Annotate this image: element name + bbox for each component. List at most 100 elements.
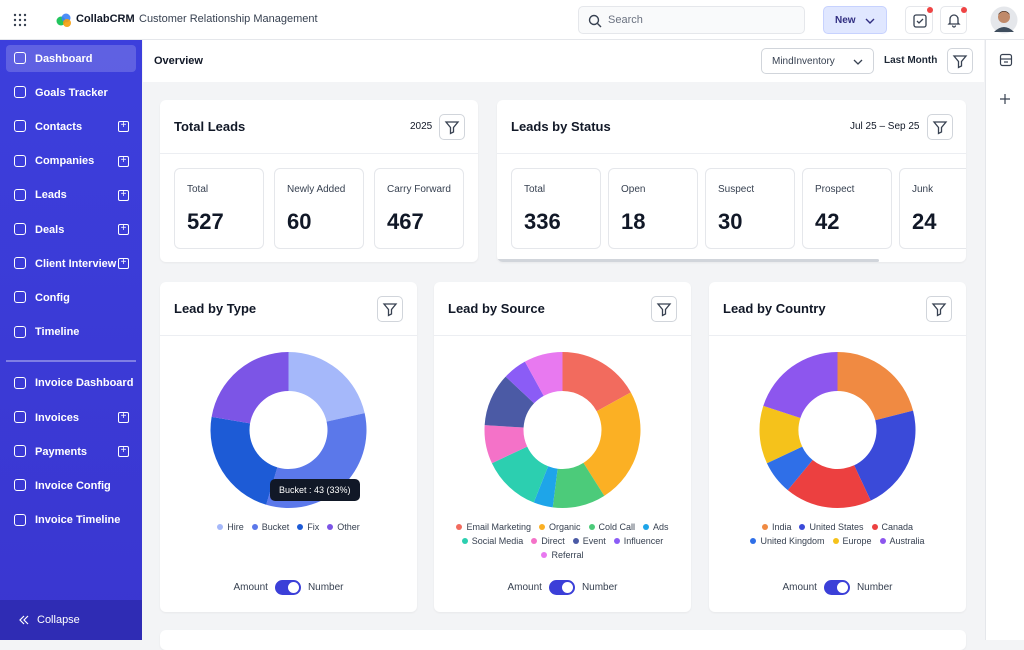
bell-icon <box>947 14 961 28</box>
add-button[interactable]: + <box>118 258 129 270</box>
card-divider <box>160 335 417 336</box>
add-button[interactable]: + <box>118 446 129 458</box>
search-box[interactable]: Search <box>578 6 805 34</box>
card-title: Total Leads <box>174 119 246 134</box>
donut-chart <box>759 352 916 508</box>
filter-button[interactable] <box>377 296 403 322</box>
toggle-on-label: Number <box>581 582 618 593</box>
legend-item[interactable]: Organic <box>538 522 581 532</box>
legend-label: Influencer <box>623 536 664 546</box>
filter-button[interactable] <box>926 296 952 322</box>
toggle-switch[interactable] <box>274 580 301 595</box>
sidebar-icon <box>14 376 26 389</box>
filter-button[interactable] <box>927 114 953 140</box>
sidebar-item[interactable]: Client Interview + <box>6 250 136 277</box>
stat-box: Prospect 42 <box>802 168 892 249</box>
collapse-button[interactable]: Collapse <box>0 600 142 640</box>
donut-slice[interactable] <box>854 410 916 501</box>
donut-slice[interactable] <box>562 352 631 412</box>
legend-item[interactable]: Cold Call <box>588 522 635 532</box>
sidebar-item[interactable]: Goals Tracker <box>6 79 136 106</box>
donut-slice[interactable] <box>759 405 803 464</box>
sidebar-item[interactable]: Deals + <box>6 216 136 243</box>
legend-item[interactable]: Direct <box>531 536 565 546</box>
donut-slice[interactable] <box>491 446 549 503</box>
sidebar-item[interactable]: Companies + <box>6 148 136 175</box>
add-icon[interactable] <box>999 93 1011 105</box>
add-button[interactable]: + <box>118 224 129 235</box>
legend-item[interactable]: Influencer <box>613 536 664 546</box>
avatar[interactable] <box>990 6 1018 34</box>
new-button[interactable]: New <box>823 6 887 34</box>
donut-slice[interactable] <box>787 460 871 508</box>
legend-item[interactable]: Europe <box>832 536 872 546</box>
donut-slice[interactable] <box>288 352 365 422</box>
legend-label: Bucket <box>261 522 290 532</box>
sidebar-item[interactable]: Invoice Dashboard <box>6 370 136 397</box>
stat-label: Suspect <box>718 184 755 195</box>
notifications-button[interactable] <box>940 6 967 34</box>
donut-slice[interactable] <box>763 352 838 418</box>
legend-item[interactable]: Other <box>327 522 360 532</box>
donut-slice[interactable] <box>837 352 914 421</box>
period-label[interactable]: Last Month <box>884 55 938 66</box>
legend-item[interactable]: Canada <box>871 522 913 532</box>
donut-slice[interactable] <box>524 352 563 396</box>
sidebar-divider <box>6 359 136 362</box>
toggle-switch[interactable] <box>548 580 575 595</box>
filter-button[interactable] <box>439 114 465 140</box>
legend-item[interactable]: Social Media <box>461 536 523 546</box>
apps-icon[interactable] <box>13 13 27 27</box>
legend-item[interactable]: Event <box>572 536 606 546</box>
legend-item[interactable]: Ads <box>643 522 669 532</box>
sidebar-item[interactable]: Config <box>6 284 136 311</box>
legend-item[interactable]: Bucket <box>251 522 290 532</box>
legend-dot <box>643 524 650 530</box>
donut-slice[interactable] <box>552 462 605 508</box>
legend-item[interactable]: Fix <box>297 522 319 532</box>
panel-icon[interactable] <box>999 53 1013 67</box>
sidebar-item[interactable]: Invoices + <box>6 404 136 431</box>
donut-slice[interactable] <box>210 416 278 505</box>
tasks-button[interactable] <box>905 6 933 34</box>
sidebar-label: Invoice Timeline <box>35 514 121 527</box>
scrollbar[interactable] <box>497 259 879 262</box>
sidebar-item[interactable]: Dashboard <box>6 45 136 72</box>
add-button[interactable]: + <box>118 189 129 201</box>
legend-item[interactable]: Email Marketing <box>456 522 531 532</box>
workspace-select[interactable]: MindInventory <box>761 48 874 74</box>
card-title: Leads by Status <box>511 119 611 134</box>
toggle-switch[interactable] <box>823 580 850 595</box>
legend-item[interactable]: United Kingdom <box>750 536 825 546</box>
sidebar-label: Config <box>35 291 70 304</box>
donut-slice[interactable] <box>484 376 535 428</box>
sidebar-icon <box>14 411 26 423</box>
filter-button[interactable] <box>947 48 973 74</box>
sidebar-item[interactable]: Invoice Timeline <box>6 507 136 534</box>
donut-slice[interactable] <box>211 352 289 424</box>
stat-label: Total <box>524 184 546 195</box>
legend-item[interactable]: Referral <box>541 550 584 560</box>
donut-slice[interactable] <box>484 425 528 464</box>
logo <box>56 13 71 27</box>
filter-button[interactable] <box>651 296 677 322</box>
add-button[interactable]: + <box>118 155 129 167</box>
filter-icon <box>656 303 672 317</box>
sidebar-item[interactable]: Payments + <box>6 438 136 465</box>
sidebar-icon <box>14 223 26 235</box>
donut-slice[interactable] <box>505 361 544 404</box>
add-button[interactable]: + <box>118 121 129 133</box>
add-button[interactable]: + <box>118 412 129 423</box>
donut-slice[interactable] <box>583 392 641 496</box>
donut-slice[interactable] <box>533 466 558 508</box>
legend-item[interactable]: India <box>761 522 791 532</box>
sidebar-item[interactable]: Contacts + <box>6 113 136 140</box>
legend-item[interactable]: Hire <box>217 522 244 532</box>
sidebar-item[interactable]: Timeline <box>6 319 136 346</box>
sidebar-icon <box>14 325 26 338</box>
legend-item[interactable]: Australia <box>879 536 925 546</box>
legend-item[interactable]: United States <box>799 522 864 532</box>
donut-slice[interactable] <box>766 446 813 491</box>
sidebar-item[interactable]: Leads + <box>6 182 136 209</box>
sidebar-item[interactable]: Invoice Config <box>6 472 136 499</box>
